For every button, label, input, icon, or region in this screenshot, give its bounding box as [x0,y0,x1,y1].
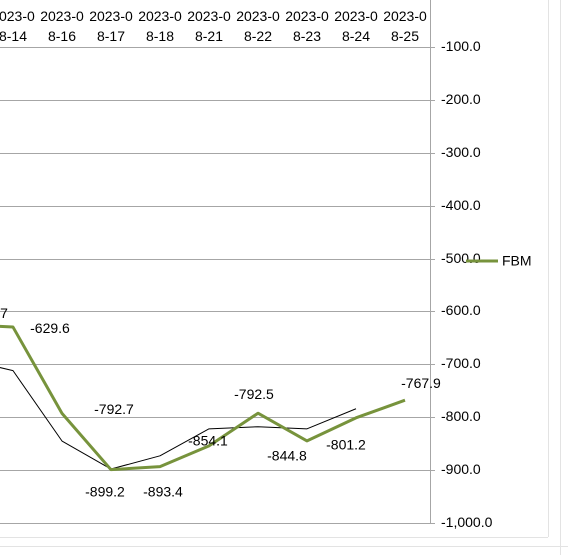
data-label: -893.4 [143,483,183,499]
x-tick-label: 2023-08-23 [285,8,329,44]
y-tick-label: -1,000.0 [441,514,493,530]
data-label: -792.7 [94,401,134,417]
x-tick-label: 2023-08-18 [138,8,182,44]
data-label: -792.5 [234,386,274,402]
y-tick-label: -500.0 [441,250,481,266]
data-label: -629.6 [30,320,70,336]
legend-label: FBM [502,253,532,269]
y-tick-label: -700.0 [441,355,481,371]
data-label: -624.7 [0,305,8,321]
x-tick-label: 2023-08-25 [383,8,427,44]
series-line [0,324,406,472]
data-label: -844.8 [267,448,307,464]
y-tick-label: -600.0 [441,302,481,318]
data-label: -899.2 [85,483,125,499]
x-tick-label: 2023-08-14 [0,8,35,44]
data-label: -854.1 [188,433,228,449]
y-tick-label: -900.0 [441,461,481,477]
y-tick-label: -300.0 [441,144,481,160]
x-tick-label: 2023-08-24 [334,8,378,44]
x-tick-label: 2023-08-17 [89,8,133,44]
data-label: -801.2 [326,437,366,453]
x-tick-label: 2023-08-16 [40,8,84,44]
x-tick-label: 2023-08-21 [187,8,231,44]
x-tick-label: 2023-08-22 [236,8,280,44]
series-line [0,367,357,470]
y-tick-label: -400.0 [441,197,481,213]
y-tick-label: -100.0 [441,38,481,54]
y-tick-label: -200.0 [441,91,481,107]
y-tick-label: -800.0 [441,408,481,424]
data-label: -767.9 [401,375,441,391]
